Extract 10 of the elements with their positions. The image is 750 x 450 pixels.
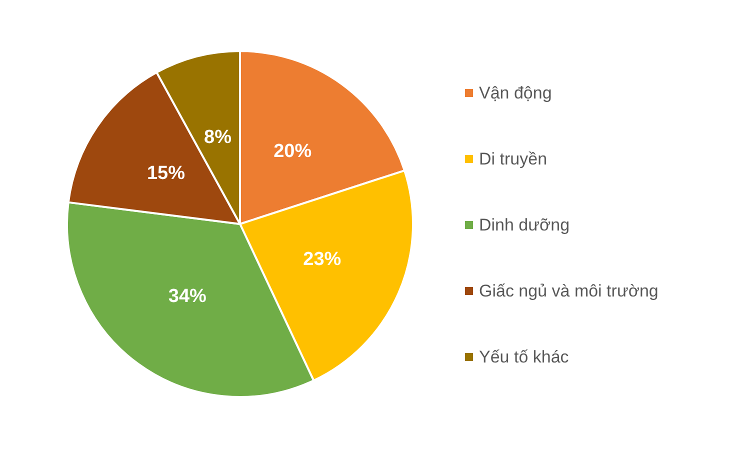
data-label: 8% [204,126,232,148]
legend-label: Di truyền [479,150,548,168]
legend-label: Vận động [479,84,552,102]
data-label: 23% [303,249,342,270]
data-label: 20% [274,141,312,162]
legend-label: Dinh dưỡng [479,216,570,234]
data-label: 15% [146,163,186,184]
legend-label: Giấc ngủ và môi trường [479,282,658,300]
data-label: 34% [168,286,207,307]
legend-label: Yếu tố khác [479,348,570,366]
